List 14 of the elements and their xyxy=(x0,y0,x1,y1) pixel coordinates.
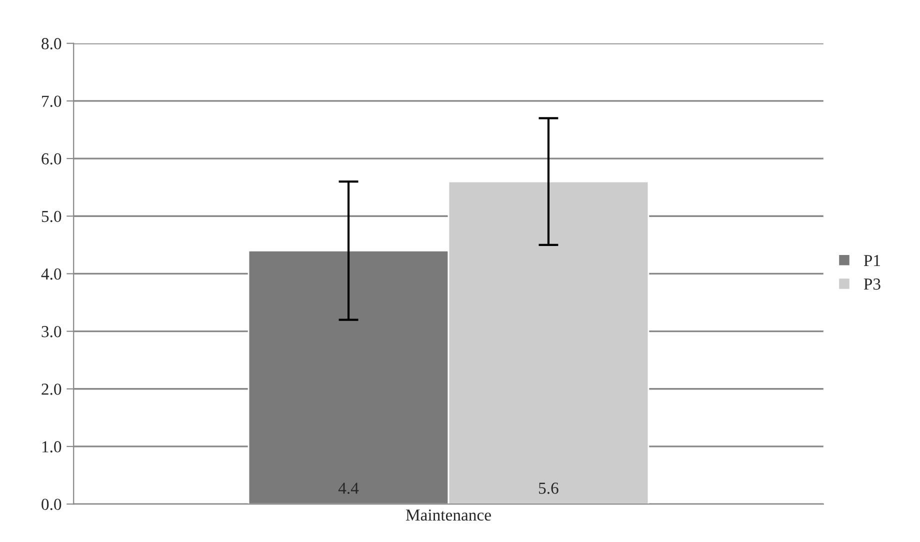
y-tick-label: 6.0 xyxy=(42,153,62,165)
x-tick-label: Maintenance xyxy=(406,509,491,521)
y-tick-label: 5.0 xyxy=(42,210,62,222)
y-tick-label: 8.0 xyxy=(42,38,62,50)
y-tick-label: 1.0 xyxy=(42,441,62,452)
y-tick-label: 4.0 xyxy=(41,268,62,280)
legend-label: P3 xyxy=(864,278,880,290)
y-tick-label: 3.0 xyxy=(42,326,62,338)
y-tick-label: 7.0 xyxy=(42,96,62,107)
y-tick-label: 2.0 xyxy=(42,384,62,395)
y-tick-label: 0.0 xyxy=(42,498,62,510)
legend-label: P1 xyxy=(864,254,880,266)
data-label: 5.6 xyxy=(539,482,558,494)
data-label: 4.4 xyxy=(338,482,359,494)
